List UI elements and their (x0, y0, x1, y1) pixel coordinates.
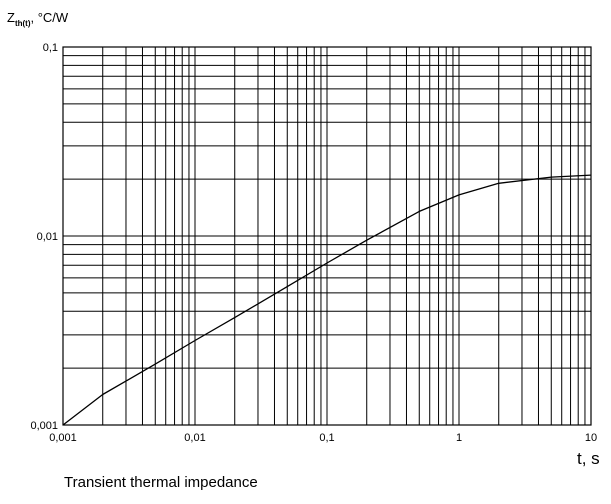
y-tick-label: 0,01 (37, 231, 58, 243)
chart-caption: Transient thermal impedance (64, 474, 258, 491)
tick-labels: 0,001 0,01 0,1 1 10 0,001 0,01 0,1 (30, 42, 597, 444)
grid (63, 47, 591, 425)
plot-frame (62, 46, 592, 426)
thermal-impedance-curve (62, 174, 592, 426)
x-axis-label: t, s (577, 449, 600, 468)
y-axis-label: Zth(t), °C/W (7, 10, 69, 28)
x-tick-label: 0,01 (184, 432, 205, 444)
x-tick-label: 0,1 (319, 432, 334, 444)
x-tick-label: 1 (456, 432, 462, 444)
y-axis-label-symbol: Z (7, 10, 15, 25)
x-tick-label: 0,001 (49, 432, 77, 444)
y-tick-label: 0,1 (43, 42, 58, 54)
x-tick-label: 10 (585, 432, 597, 444)
y-tick-label: 0,001 (30, 420, 58, 432)
y-axis-label-subscript: th(t) (15, 19, 31, 28)
series-group (62, 174, 592, 426)
y-axis-label-unit: , °C/W (31, 10, 69, 25)
thermal-impedance-chart: 0,001 0,01 0,1 1 10 0,001 0,01 0,1 Zth(t), °C/W… (7, 10, 600, 468)
